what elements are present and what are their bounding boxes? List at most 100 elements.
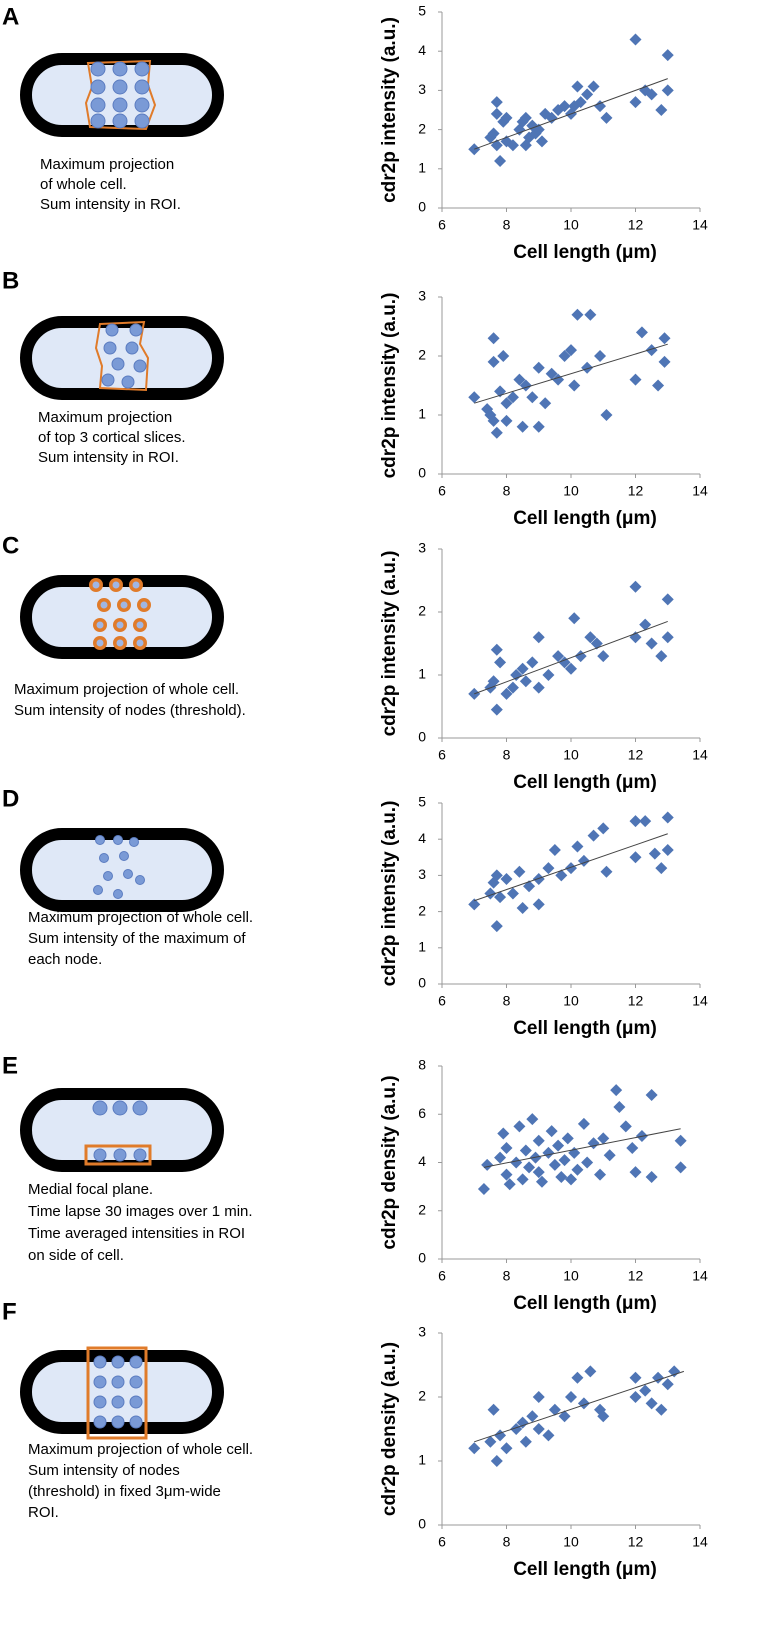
panel-label: F [2,1298,17,1325]
node [112,61,128,77]
data-point [565,662,577,675]
node [93,1395,107,1409]
x-tick-label: 14 [692,483,708,499]
node [135,875,145,885]
data-point [513,373,526,386]
data-point [581,361,594,374]
data-point [500,397,513,410]
data-point [555,869,568,882]
data-point [571,308,584,321]
node [129,1355,143,1369]
data-point [490,107,503,120]
caption-line: of top 3 cortical slices. [38,429,186,446]
data-point [629,851,642,864]
data-point [490,643,503,656]
data-point [565,1173,577,1186]
x-tick-label: 10 [563,1268,579,1284]
data-point [532,1423,545,1435]
node [90,113,106,129]
data-point [645,88,658,101]
data-point [500,414,513,427]
x-tick-label: 6 [438,993,446,1009]
data-point [568,379,581,392]
caption-line: Sum intensity in ROI. [40,196,181,213]
y-tick-label: 0 [418,1516,426,1532]
data-point [523,1161,536,1174]
data-point [506,391,519,404]
node [111,1375,125,1389]
caption-line: Sum intensity of the maximum of [28,930,246,947]
x-tick-label: 10 [563,217,579,233]
data-point [513,1120,526,1133]
x-tick-label: 12 [628,483,644,499]
node [134,61,150,77]
data-point [506,887,519,900]
y-tick-label: 1 [418,1452,426,1468]
node [112,113,128,129]
data-point [519,675,532,688]
x-tick-label: 8 [503,217,511,233]
y-tick-label: 2 [418,603,426,619]
data-point [629,96,642,109]
node [101,373,115,387]
data-point [558,1410,571,1423]
cell [20,53,224,137]
caption-line: Medial focal plane. [28,1181,153,1198]
data-point [468,898,481,911]
data-point [494,154,507,167]
node [100,601,108,609]
data-point [548,1403,561,1416]
data-point [513,865,526,878]
caption-line: ROI. [28,1504,59,1521]
data-point [661,84,674,97]
data-point [565,1391,577,1403]
node [136,639,144,647]
node [133,1148,147,1162]
node [95,835,105,845]
data-point [603,1149,616,1162]
caption-line: Maximum projection of whole cell. [14,681,239,698]
data-point [519,1144,532,1157]
data-point [629,1166,642,1179]
x-tick-label: 6 [438,1534,446,1550]
data-point [587,80,600,93]
data-point [516,1173,529,1186]
cell [20,828,224,912]
data-point [571,80,584,93]
data-point [645,637,658,650]
y-tick-label: 4 [418,1153,426,1169]
node [112,581,120,589]
data-point [645,1397,658,1410]
data-point [526,1113,539,1126]
y-tick-label: 2 [418,902,426,918]
x-axis-title: Cell length (μm) [513,1018,657,1039]
node [92,581,100,589]
trend-line [474,78,668,150]
data-point [487,675,500,688]
data-point [674,1161,687,1174]
data-point [655,862,668,875]
caption-line: Maximum projection of whole cell. [28,1441,253,1458]
data-point [645,1170,658,1183]
caption-line: on side of cell. [28,1247,124,1264]
y-tick-label: 1 [418,406,426,422]
y-tick-label: 0 [418,975,426,991]
data-point [490,920,503,933]
data-point [635,326,648,339]
y-tick-label: 3 [418,1324,426,1340]
data-point [594,1168,607,1181]
data-point [587,829,600,842]
data-point [545,1125,558,1138]
caption-line: Time lapse 30 images over 1 min. [28,1203,253,1220]
data-point [545,111,558,124]
x-axis-title: Cell length (μm) [513,1293,657,1314]
data-point [477,1183,490,1196]
y-tick-label: 1 [418,160,426,176]
data-point [600,409,613,421]
y-axis-title: cdr2p intensity (a.u.) [379,801,400,987]
data-point [516,901,529,914]
data-point [535,135,548,148]
y-axis-title: cdr2p intensity (a.u.) [379,551,400,737]
data-point [510,1423,523,1435]
data-point [668,1365,681,1378]
